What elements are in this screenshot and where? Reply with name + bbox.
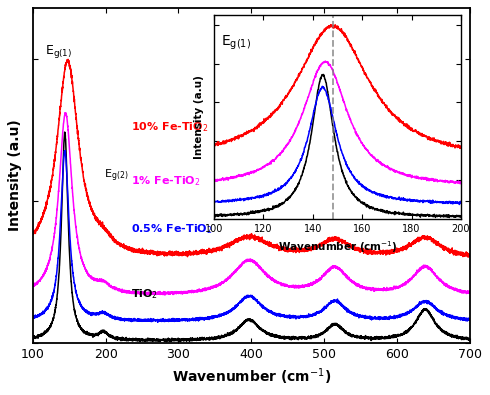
Text: $\mathrm{E_{g(3)}}$: $\mathrm{E_{g(3)}}$ — [412, 139, 437, 156]
Text: $\mathrm{B_{1g}}$: $\mathrm{B_{1g}}$ — [240, 148, 259, 164]
Text: TiO$_2$: TiO$_2$ — [131, 287, 158, 301]
Text: 0.5% Fe-TiO$_2$: 0.5% Fe-TiO$_2$ — [131, 222, 213, 236]
Text: $\mathrm{A_{1g}}$ + $\mathrm{B_{1g}}$: $\mathrm{A_{1g}}$ + $\mathrm{B_{1g}}$ — [308, 143, 359, 158]
Text: $\mathrm{E_{g(1)}}$: $\mathrm{E_{g(1)}}$ — [45, 43, 73, 60]
Text: 1% Fe-TiO$_2$: 1% Fe-TiO$_2$ — [131, 174, 201, 188]
X-axis label: Wavenumber (cm$^{-1}$): Wavenumber (cm$^{-1}$) — [172, 366, 331, 387]
Y-axis label: Intensity (a.u): Intensity (a.u) — [8, 120, 23, 231]
Text: $\mathrm{E_{g(2)}}$: $\mathrm{E_{g(2)}}$ — [104, 168, 128, 184]
Text: 10% Fe-TiO$_2$: 10% Fe-TiO$_2$ — [131, 120, 208, 134]
